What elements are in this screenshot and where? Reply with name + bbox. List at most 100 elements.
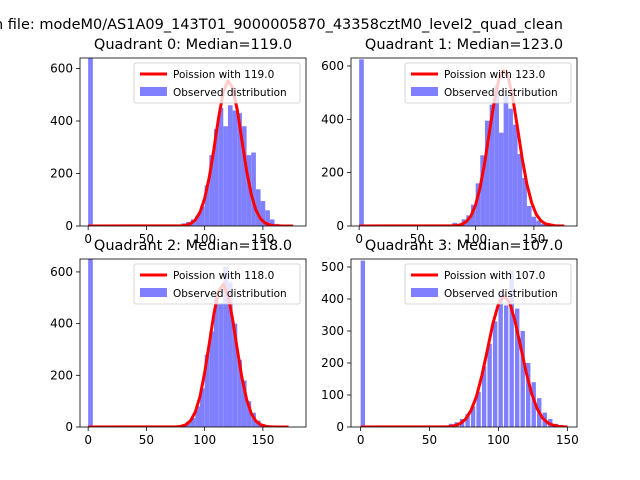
histogram-bar xyxy=(232,323,238,427)
legend-box xyxy=(133,263,301,305)
histogram-bar xyxy=(481,366,487,427)
histogram-bar xyxy=(209,155,214,226)
histogram-bar xyxy=(223,126,228,226)
histogram-bar xyxy=(190,417,196,427)
histogram-bar xyxy=(265,210,270,226)
histogram-bar xyxy=(227,105,233,226)
histogram-bar xyxy=(241,380,247,427)
x-tick-label: 0 xyxy=(84,433,92,447)
legend-bars-swatch xyxy=(411,87,438,96)
histogram-bar xyxy=(195,406,200,427)
legend-bars-label: Observed distribution xyxy=(173,288,287,300)
axes-frame xyxy=(350,57,578,227)
x-tick-label: 100 xyxy=(487,433,510,447)
histogram-bar xyxy=(487,343,492,427)
plot-area xyxy=(359,59,565,226)
axes-frame xyxy=(79,258,307,428)
legend-bars-label: Observed distribution xyxy=(173,87,287,99)
histogram-bar xyxy=(255,189,261,226)
legend-bars-swatch xyxy=(140,87,167,96)
histogram-bar xyxy=(204,354,210,427)
legend: Poission with 123.0 Observed distribution xyxy=(404,62,572,104)
histogram-bars xyxy=(88,58,280,226)
histogram-bar xyxy=(526,363,531,427)
histogram-bar xyxy=(498,132,504,226)
x-tick-label: 150 xyxy=(251,232,274,246)
quadrant-panel-1: Quadrant 1: Median=123.0 0 50 100 150 0 200 400… xyxy=(321,37,578,246)
plot-area xyxy=(88,58,294,226)
histogram-bars xyxy=(360,260,564,427)
histogram-bar xyxy=(359,59,364,226)
quadrant-panel-2: Quadrant 2: Median=118.0 0 50 100 150 0 200 400… xyxy=(50,238,307,447)
histogram-bar xyxy=(218,107,224,226)
legend-box xyxy=(404,263,572,305)
y-tick-label: 0 xyxy=(65,420,73,434)
histogram-bar xyxy=(489,104,495,226)
legend-box xyxy=(133,62,301,104)
y-tick-label: 400 xyxy=(321,292,344,306)
x-tick-label: 50 xyxy=(139,433,154,447)
histogram-bar xyxy=(465,414,470,427)
histogram-bar xyxy=(526,206,532,226)
x-tick-label: 150 xyxy=(251,433,274,447)
histogram-bar xyxy=(475,183,481,226)
panel-title: Quadrant 3: Median=107.0 xyxy=(365,238,563,254)
x-tick-label: 50 xyxy=(422,433,437,447)
histogram-bars xyxy=(88,259,270,427)
legend-bars-label: Observed distribution xyxy=(444,87,558,99)
histogram-bar xyxy=(517,154,523,226)
histogram-bar xyxy=(522,178,527,226)
histogram-bar xyxy=(213,128,219,226)
histogram-bar xyxy=(508,108,513,226)
histogram-bar xyxy=(514,308,520,427)
histogram-bar xyxy=(470,406,476,427)
histogram-bar xyxy=(260,201,266,226)
figure-suptitle: n file: modeM0/AS1A09_143T01_9000005870_… xyxy=(0,17,563,33)
legend-curve-label: Poission with 119.0 xyxy=(173,69,274,81)
y-tick-label: 600 xyxy=(50,62,73,76)
histogram-bar xyxy=(204,185,210,226)
panel-title: Quadrant 1: Median=123.0 xyxy=(365,37,563,53)
legend: Poission with 107.0 Observed distribution xyxy=(404,263,572,305)
histogram-bar xyxy=(199,206,205,226)
x-tick-label: 50 xyxy=(139,232,154,246)
x-tick-label: 150 xyxy=(556,433,579,447)
histogram-bar xyxy=(269,219,275,226)
x-tick-label: 0 xyxy=(84,232,92,246)
legend-box xyxy=(404,62,572,104)
histogram-bar xyxy=(246,155,252,226)
histogram-bar xyxy=(520,331,525,427)
x-tick-label: 150 xyxy=(522,232,545,246)
y-tick-label: 300 xyxy=(321,324,344,338)
y-tick-label: 0 xyxy=(65,219,73,233)
histogram-bar xyxy=(88,259,93,427)
histogram-bar xyxy=(237,359,242,427)
x-tick-label: 50 xyxy=(410,232,425,246)
histogram-bar xyxy=(503,95,509,226)
axes-frame xyxy=(79,57,307,227)
x-tick-label: 100 xyxy=(464,232,487,246)
y-tick-label: 400 xyxy=(50,114,73,128)
x-tick-label: 100 xyxy=(193,232,216,246)
legend-curve-label: Poission with 123.0 xyxy=(444,69,545,81)
histogram-bar xyxy=(223,266,228,427)
legend-bars-swatch xyxy=(140,288,167,297)
histogram-bar xyxy=(237,113,242,226)
histogram-bar xyxy=(246,401,252,427)
y-tick-label: 400 xyxy=(321,112,344,126)
histogram-bar xyxy=(498,292,503,427)
y-tick-label: 200 xyxy=(50,368,73,382)
histogram-bar xyxy=(227,282,233,427)
histogram-bar xyxy=(232,110,238,226)
y-tick-label: 0 xyxy=(336,219,344,233)
histogram-bar xyxy=(476,391,481,427)
histogram-bar xyxy=(360,260,366,427)
quadrant-panel-0: Quadrant 0: Median=119.0 0 50 100 150 0 200 400… xyxy=(50,37,307,246)
y-tick-label: 200 xyxy=(321,166,344,180)
histogram-bar xyxy=(536,220,541,226)
histogram-bar xyxy=(509,270,514,427)
histogram-bar xyxy=(512,124,518,226)
y-tick-label: 500 xyxy=(321,260,344,274)
histogram-bar xyxy=(209,331,214,427)
